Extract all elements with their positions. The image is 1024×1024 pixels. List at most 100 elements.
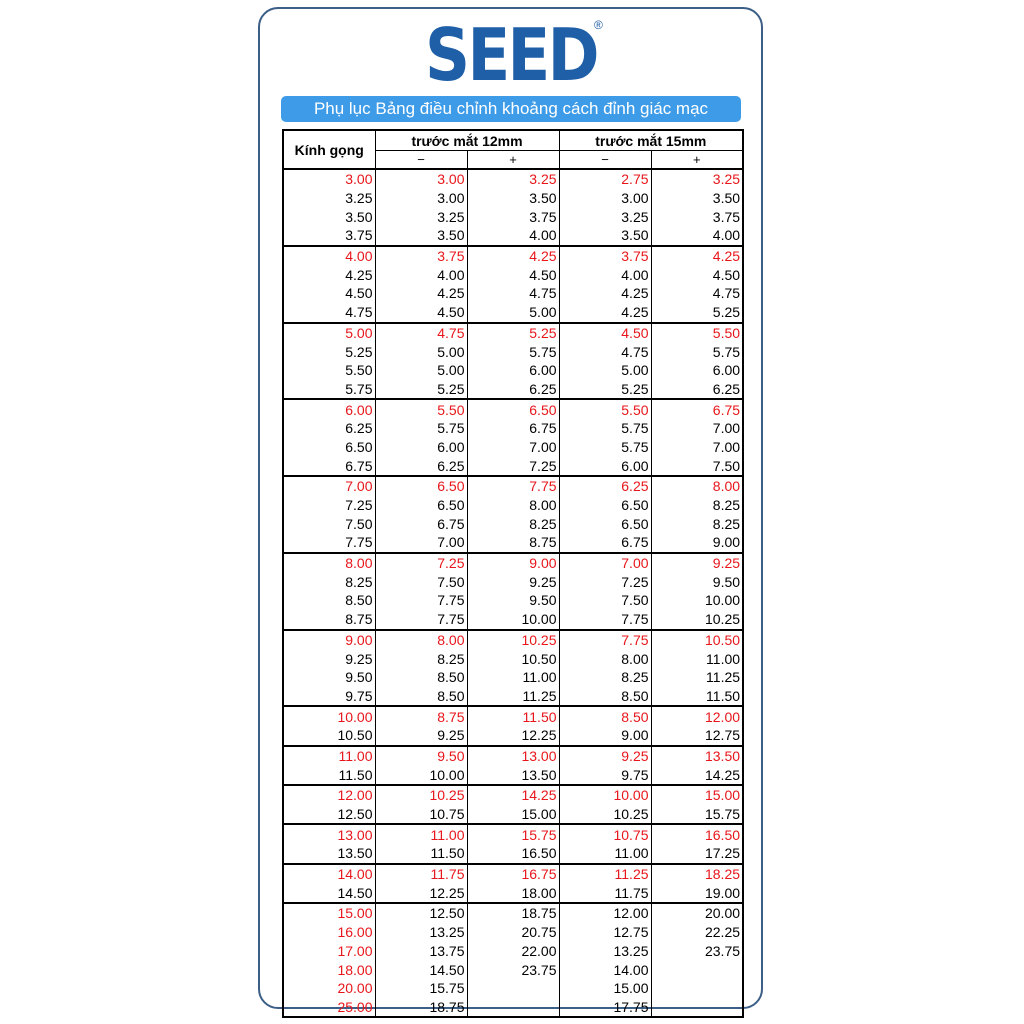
- table-row: 3.50 3.25 3.75 3.25 3.75: [282, 207, 744, 227]
- table-cell: 6.00: [282, 398, 376, 419]
- table-cell: 10.50: [282, 725, 376, 746]
- table-cell: 9.75: [558, 765, 652, 785]
- table-cell: 6.50: [558, 514, 652, 534]
- title-banner: Phụ lục Bảng điều chỉnh khoảng cách đỉnh…: [281, 96, 741, 122]
- table-cell: 9.00: [282, 628, 376, 650]
- table-row: 20.00 15.75 15.00: [282, 978, 744, 998]
- table-cell: 3.75: [650, 207, 744, 227]
- subheader-15mm-plus: +: [650, 150, 744, 170]
- table-cell: 12.75: [650, 725, 744, 746]
- table-row: 9.00 8.00 10.25 7.75 10.50: [282, 628, 744, 650]
- table-row: 12.00 10.25 14.25 10.00 15.00: [282, 784, 744, 805]
- table-row: 7.75 7.00 8.75 6.75 9.00: [282, 533, 744, 553]
- table-cell: 11.25: [650, 667, 744, 687]
- table-row: 6.00 5.50 6.50 5.50 6.75: [282, 398, 744, 419]
- table-cell: 4.50: [466, 265, 560, 285]
- table-cell: 15.00: [650, 784, 744, 805]
- table-cell: 16.50: [466, 844, 560, 864]
- table-cell: 11.00: [558, 844, 652, 864]
- table-cell: 16.00: [282, 922, 376, 942]
- registered-mark: ®: [594, 18, 603, 32]
- table-cell: 10.50: [466, 649, 560, 668]
- table-cell: 4.00: [650, 226, 744, 246]
- table-cell: 4.25: [466, 244, 560, 266]
- table-cell: 12.00: [650, 705, 744, 726]
- table-cell: [650, 978, 744, 998]
- table-cell: 8.25: [282, 572, 376, 592]
- table-cell: 8.00: [374, 628, 468, 650]
- table-row: 17.00 13.75 22.00 13.25 23.75: [282, 941, 744, 961]
- table-cell: 4.75: [282, 302, 376, 323]
- table-cell: 18.75: [374, 997, 468, 1018]
- table-cell: 8.50: [282, 591, 376, 610]
- table-cell: 5.75: [282, 379, 376, 400]
- table-cell: 3.25: [466, 168, 560, 189]
- table-row: 9.50 8.50 11.00 8.25 11.25: [282, 667, 744, 687]
- table-cell: 4.25: [558, 302, 652, 323]
- table-row: 9.25 8.25 10.50 8.00 11.00: [282, 649, 744, 668]
- table-cell: 8.00: [282, 551, 376, 573]
- table-cell: 10.25: [374, 784, 468, 805]
- table-cell: 7.50: [650, 456, 744, 476]
- table-cell: 6.50: [374, 475, 468, 496]
- table-cell: 12.25: [466, 725, 560, 746]
- table-cell: 7.00: [282, 475, 376, 496]
- table-cell: 3.25: [650, 168, 744, 189]
- table-cell: 6.25: [374, 456, 468, 476]
- table-cell: 5.50: [374, 398, 468, 419]
- table-cell: 3.75: [466, 207, 560, 227]
- table-cell: 8.00: [466, 495, 560, 515]
- table-cell: 8.75: [282, 609, 376, 630]
- table-cell: 11.25: [558, 862, 652, 884]
- table-cell: 14.25: [466, 784, 560, 805]
- table-cell: 7.75: [374, 609, 468, 630]
- header-group-12mm: trước mắt 12mm: [374, 129, 560, 151]
- table-cell: 3.75: [558, 244, 652, 266]
- header-spectacle-power: Kính gọng: [282, 129, 376, 170]
- table-cell: [650, 960, 744, 979]
- table-row: 8.50 7.75 9.50 7.50 10.00: [282, 591, 744, 610]
- table-cell: 10.00: [374, 765, 468, 785]
- table-cell: 9.25: [558, 744, 652, 766]
- table-row: 14.00 11.75 16.75 11.25 18.25: [282, 862, 744, 884]
- table-cell: 8.00: [650, 475, 744, 496]
- table-cell: [650, 997, 744, 1018]
- table-cell: 12.75: [558, 922, 652, 942]
- table-cell: 9.25: [374, 725, 468, 746]
- table-cell: 8.50: [374, 667, 468, 687]
- table-cell: 7.75: [466, 475, 560, 496]
- table-cell: 15.00: [466, 804, 560, 825]
- table-row: 12.50 10.75 15.00 10.25 15.75: [282, 804, 744, 825]
- table-cell: 3.50: [466, 188, 560, 208]
- table-cell: 6.50: [558, 495, 652, 515]
- table-cell: [466, 978, 560, 998]
- table-cell: 11.00: [650, 649, 744, 668]
- table-cell: 7.50: [282, 514, 376, 534]
- table-cell: 4.50: [282, 284, 376, 303]
- table-cell: 11.50: [374, 844, 468, 864]
- seed-logo: SEED: [425, 16, 600, 88]
- table-row: 6.50 6.00 7.00 5.75 7.00: [282, 437, 744, 457]
- table-cell: 6.25: [466, 379, 560, 400]
- table-cell: 10.00: [558, 784, 652, 805]
- table-cell: 3.00: [374, 168, 468, 189]
- table-cell: [466, 997, 560, 1018]
- table-cell: 8.50: [558, 686, 652, 707]
- table-cell: 7.50: [374, 572, 468, 592]
- table-cell: 9.00: [558, 725, 652, 746]
- table-cell: 6.25: [282, 418, 376, 438]
- table-cell: 6.25: [558, 475, 652, 496]
- table-cell: 18.75: [466, 902, 560, 923]
- table-cell: 5.50: [282, 360, 376, 380]
- table-cell: 4.50: [650, 265, 744, 285]
- table-cell: 3.75: [282, 226, 376, 246]
- table-cell: 5.75: [466, 342, 560, 361]
- table-cell: 6.00: [650, 360, 744, 380]
- table-cell: 10.25: [558, 804, 652, 825]
- table-cell: 13.50: [282, 844, 376, 864]
- logo-text: SEED: [425, 16, 597, 88]
- table-cell: 3.00: [558, 188, 652, 208]
- table-cell: 3.75: [374, 244, 468, 266]
- table-body: 3.00 3.00 3.25 2.75 3.25 3.25 3.00 3.50 3.00 3.50…: [282, 168, 744, 1018]
- table-cell: 12.50: [282, 804, 376, 825]
